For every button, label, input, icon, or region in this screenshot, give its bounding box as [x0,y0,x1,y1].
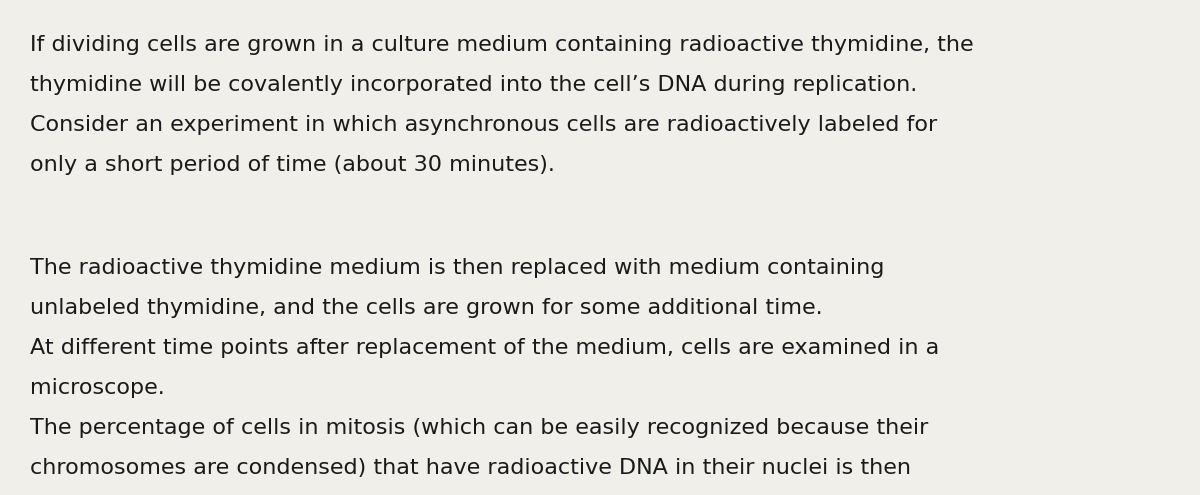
Text: The radioactive thymidine medium is then replaced with medium containing: The radioactive thymidine medium is then… [30,258,884,278]
Text: thymidine will be covalently incorporated into the cell’s DNA during replication: thymidine will be covalently incorporate… [30,75,917,95]
Text: At different time points after replacement of the medium, cells are examined in : At different time points after replaceme… [30,338,940,358]
Text: The percentage of cells in mitosis (which can be easily recognized because their: The percentage of cells in mitosis (whic… [30,418,929,438]
Text: microscope.: microscope. [30,378,164,398]
Text: unlabeled thymidine, and the cells are grown for some additional time.: unlabeled thymidine, and the cells are g… [30,298,823,318]
Text: Consider an experiment in which asynchronous cells are radioactively labeled for: Consider an experiment in which asynchro… [30,115,937,135]
Text: only a short period of time (about 30 minutes).: only a short period of time (about 30 mi… [30,155,554,175]
Text: If dividing cells are grown in a culture medium containing radioactive thymidine: If dividing cells are grown in a culture… [30,35,973,55]
Text: chromosomes are condensed) that have radioactive DNA in their nuclei is then: chromosomes are condensed) that have rad… [30,458,911,478]
